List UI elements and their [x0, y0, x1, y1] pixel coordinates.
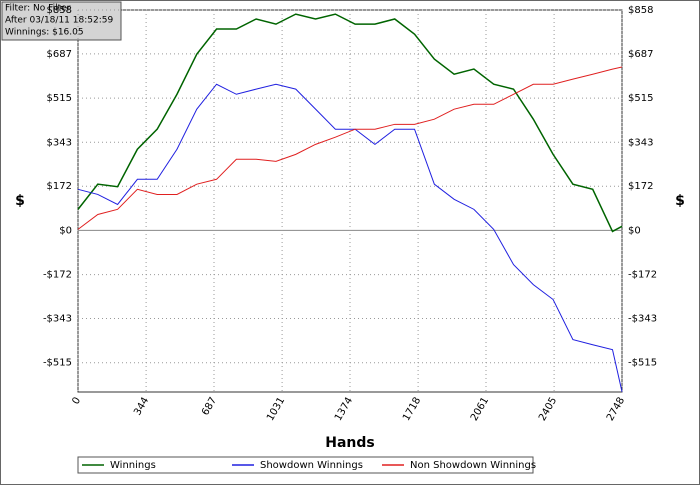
info-text: After 03/18/11 18:52:59 — [5, 16, 113, 26]
y2-tick-label: -$172 — [628, 270, 657, 281]
info-text: Filter: No Filter — [5, 4, 71, 14]
y2-tick-label: $687 — [628, 49, 653, 60]
legend-label: Winnings — [110, 460, 156, 471]
info-box — [1, 1, 122, 41]
y2-axis-label: $ — [675, 193, 685, 209]
y2-tick-label: -$515 — [628, 358, 657, 369]
y-tick-label: -$343 — [43, 314, 72, 325]
legend-box — [77, 456, 534, 474]
legend-label: Showdown Winnings — [260, 460, 363, 471]
y-tick-label: $858 — [47, 5, 72, 16]
y2-tick-label: $515 — [628, 93, 653, 104]
x-tick-label: 0 — [70, 396, 83, 407]
y-tick-label: -$172 — [43, 270, 72, 281]
series-line — [77, 13, 623, 233]
x-axis-label: Hands — [325, 435, 375, 451]
y-tick-label: $0 — [59, 225, 72, 236]
y2-tick-label: -$343 — [628, 314, 657, 325]
y2-tick-label: $343 — [628, 137, 653, 148]
y-tick-label: -$515 — [43, 358, 72, 369]
y2-tick-label: $858 — [628, 5, 653, 16]
y-tick-label: $515 — [47, 93, 72, 104]
y2-tick-label: $0 — [628, 225, 641, 236]
legend-label: Non Showdown Winnings — [410, 460, 536, 471]
plot-area — [77, 9, 623, 393]
y-tick-label: $687 — [47, 49, 72, 60]
y-tick-label: $172 — [47, 181, 72, 192]
y-axis-label: $ — [15, 193, 25, 209]
y-tick-label: $343 — [47, 137, 72, 148]
y2-tick-label: $172 — [628, 181, 653, 192]
info-text: Winnings: $16.05 — [5, 28, 84, 38]
series-line — [77, 66, 623, 230]
